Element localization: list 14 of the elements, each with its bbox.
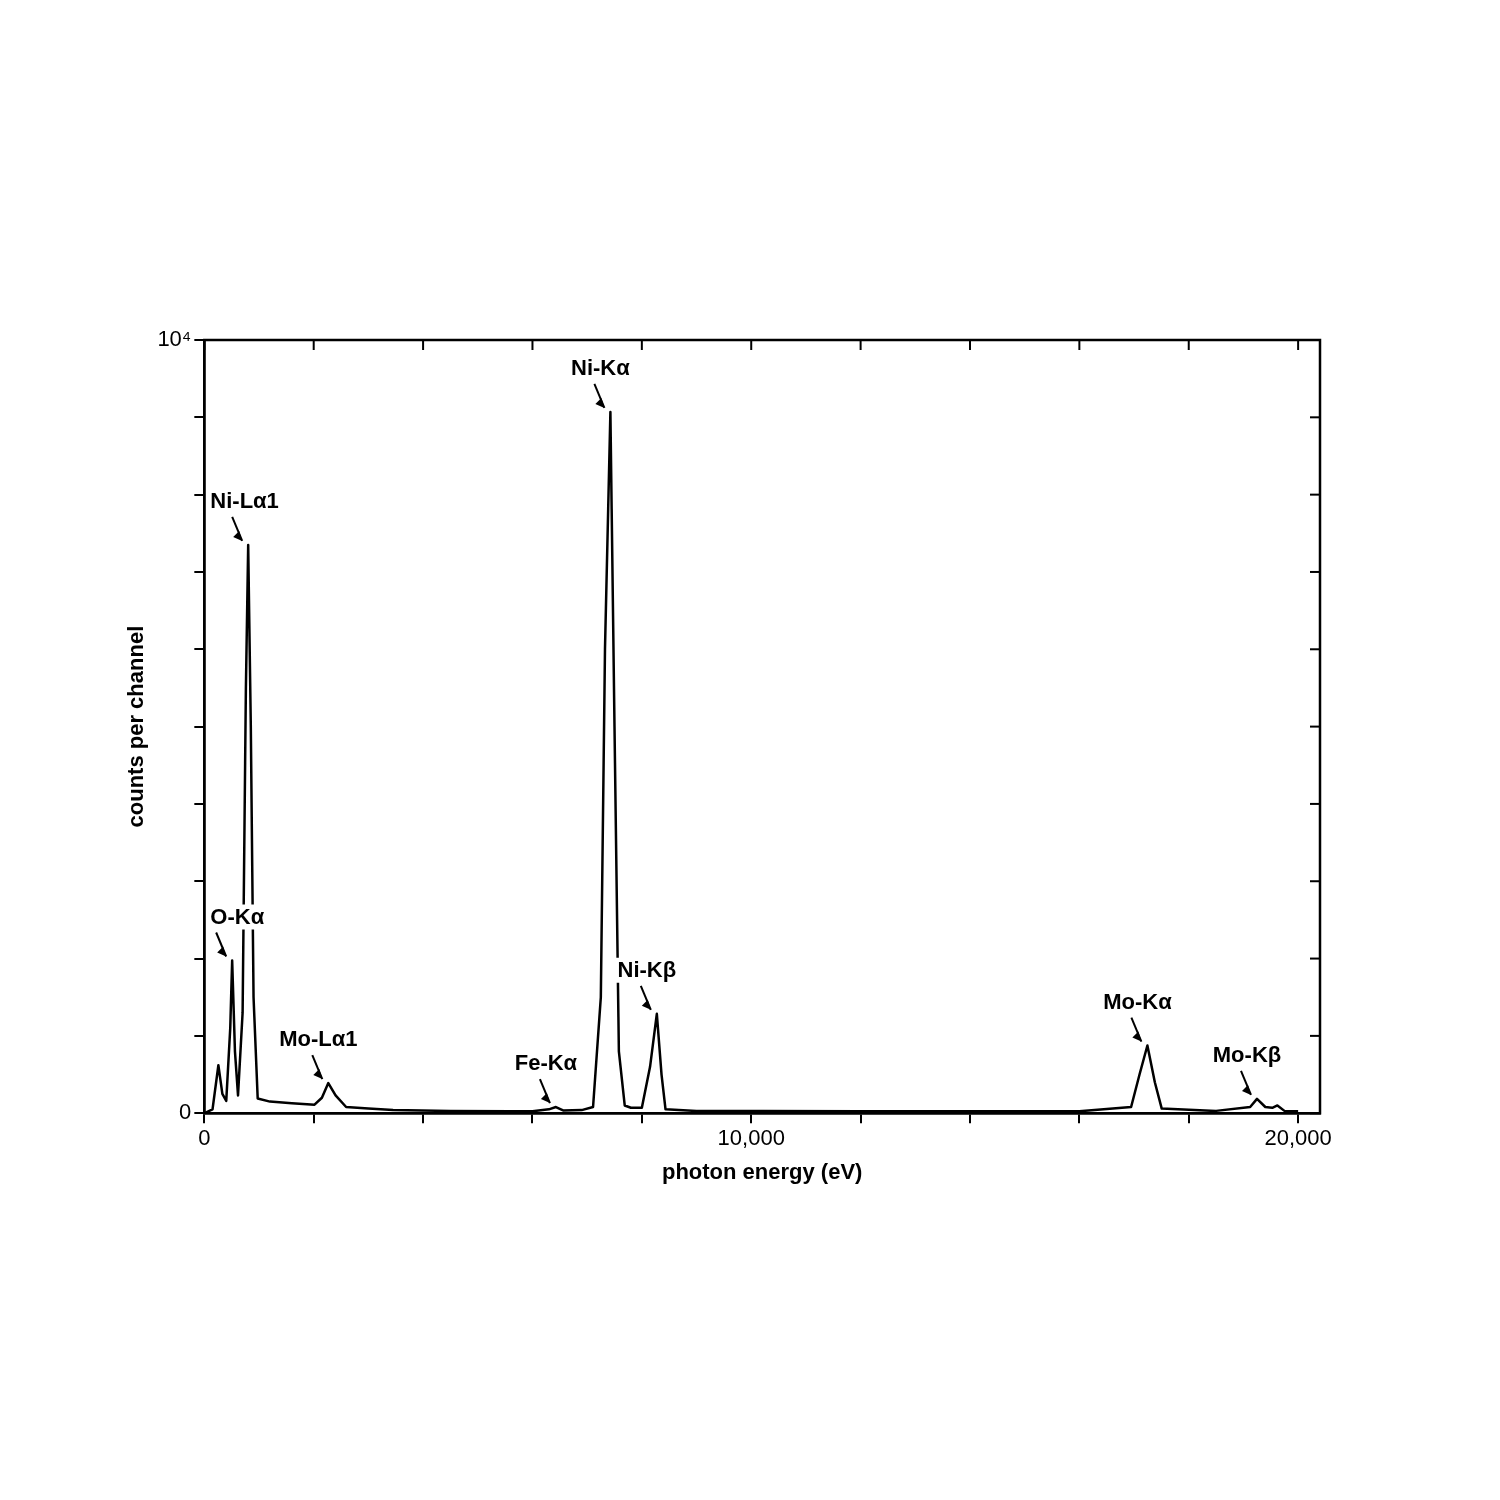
annotation: O-Kα (210, 903, 265, 929)
x-tick-label: 20,000 (1264, 1125, 1332, 1151)
annotation: Ni-Kβ (617, 956, 677, 982)
x-tick-label: 0 (198, 1125, 211, 1151)
y-axis-title: counts per channel (123, 625, 149, 828)
y-tick-label: 10⁴ (157, 326, 192, 352)
annotation: Ni-Lα1 (210, 487, 279, 513)
annotation: Mo-Kα (1103, 988, 1173, 1014)
x-axis-title: photon energy (eV) (661, 1158, 863, 1184)
x-tick-label: 10,000 (717, 1125, 785, 1151)
annotation: Mo-Lα1 (279, 1026, 358, 1052)
annotation: Ni-Kα (571, 354, 631, 380)
annotation: Fe-Kα (514, 1050, 578, 1076)
annotation: Mo-Kβ (1212, 1041, 1282, 1067)
